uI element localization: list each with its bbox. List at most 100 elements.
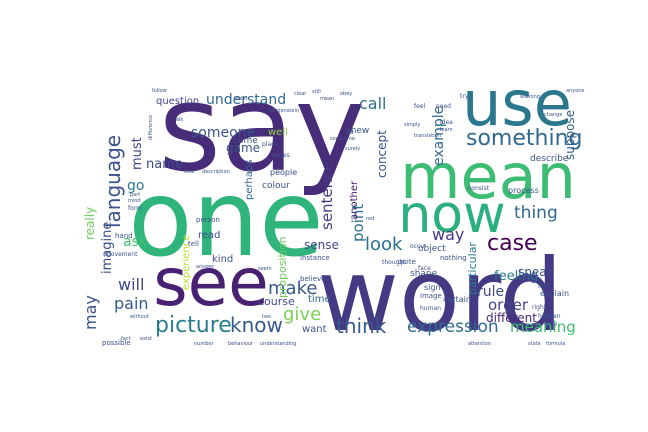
word-idea: idea <box>440 119 453 126</box>
word-yet: yet <box>346 130 354 136</box>
word-think: think <box>336 314 387 338</box>
word-part: part <box>130 192 140 198</box>
word-movement: movement <box>105 251 138 258</box>
word-now: now <box>398 185 505 245</box>
word-number: number <box>194 341 214 347</box>
word-people: people <box>270 168 297 177</box>
word-letter: letter <box>234 96 248 102</box>
word-pain: pain <box>114 294 149 313</box>
word-consist: consist <box>468 185 490 192</box>
word-really: really <box>83 207 97 240</box>
word-shape: shape <box>410 269 438 279</box>
word-place: place <box>262 141 278 148</box>
word-try: try <box>460 93 469 100</box>
word-read: read <box>198 230 221 241</box>
word-wittgenstein: wittgenstein <box>268 108 299 114</box>
word-perhaps: perhaps <box>244 160 255 200</box>
word-possible: possible <box>102 339 131 347</box>
word-series: series <box>272 152 290 159</box>
word-talk: talk <box>174 117 183 123</box>
word-will: will <box>118 275 144 294</box>
word-learn: learn <box>440 127 453 133</box>
word-formula: formula <box>546 341 565 347</box>
word-sign: sign <box>424 283 441 292</box>
word-particular: particular <box>466 242 479 295</box>
word-red: red <box>366 216 374 222</box>
word-nothing: nothing <box>440 254 467 262</box>
word-sometime: sometime <box>330 136 355 142</box>
word-point: point <box>349 204 367 242</box>
word-speak: speak <box>518 265 554 279</box>
word-person: person <box>196 216 220 224</box>
word-experience: experience <box>181 235 192 290</box>
word-face: face <box>418 265 431 272</box>
word-understand: understand <box>206 92 286 108</box>
word-concept: concept <box>375 130 389 178</box>
word-explain: explain <box>540 289 569 298</box>
word-first: first <box>538 283 550 290</box>
word-name: name <box>146 157 183 172</box>
word-come: come <box>233 136 258 146</box>
word-proposition: proposition <box>276 236 289 298</box>
word-object: object <box>418 244 446 254</box>
word-give: give <box>283 304 321 325</box>
word-question: question <box>156 96 199 107</box>
word-call: call <box>359 94 387 113</box>
word-attention: attention <box>468 341 491 347</box>
word-certain: certain <box>443 295 471 304</box>
word-expression: expression <box>407 317 499 337</box>
word-make: make <box>268 278 317 299</box>
word-mean-small: mean <box>320 96 334 102</box>
word-meaning: meaning <box>510 318 576 336</box>
word-instance: instance <box>300 254 330 262</box>
word-translation: translation <box>414 133 441 139</box>
word-someone: someone <box>191 125 255 141</box>
word-something: something <box>466 126 582 151</box>
word-case: case <box>487 231 538 256</box>
word-imagine: imagine <box>100 222 115 274</box>
word-course: course <box>258 295 295 308</box>
word-surely: surely <box>345 146 360 152</box>
word-language: language <box>101 135 125 228</box>
word-wanting: wanting <box>520 94 540 100</box>
word-occur: occur <box>410 243 427 250</box>
word-feel: feel <box>414 103 425 110</box>
word-image: image <box>420 292 442 300</box>
word-anyone: anyone <box>566 88 585 94</box>
word-form: form <box>128 205 142 212</box>
word-seem: seem <box>258 266 272 272</box>
word-describe: describe <box>530 154 569 164</box>
word-simply: simply <box>404 122 420 128</box>
word-colour: colour <box>262 181 290 191</box>
word-change: change <box>544 112 562 118</box>
word-fact: fact <box>121 336 131 342</box>
word-need: need <box>436 103 451 110</box>
word-right: right <box>532 304 547 311</box>
word-kind: kind <box>212 254 233 265</box>
word-mean: mean <box>400 140 576 213</box>
word-thought: thought <box>382 259 406 266</box>
word-sense: sense <box>304 238 339 252</box>
word-human: human <box>420 305 441 312</box>
word-quite: quite <box>398 258 416 266</box>
word-bring: bring <box>544 321 557 327</box>
word-use: use <box>462 67 572 140</box>
word-hand: hand <box>115 232 133 240</box>
word-exist: exist <box>140 336 152 342</box>
word-way: way <box>432 225 464 244</box>
word-still: still <box>312 89 321 95</box>
word-may: may <box>81 295 100 330</box>
word-obey: obey <box>340 91 352 97</box>
word-example: example <box>431 106 447 166</box>
word-one: one <box>128 158 323 280</box>
word-answer: answer <box>196 264 215 270</box>
word-order: order <box>488 296 529 314</box>
word-say: say <box>158 60 365 199</box>
word-happen: happen <box>538 313 561 320</box>
word-clear: clear <box>294 91 307 97</box>
word-word: word <box>317 237 563 354</box>
word-description: description <box>202 169 230 175</box>
word-time: time <box>308 294 331 305</box>
word-picture: picture <box>155 313 232 338</box>
